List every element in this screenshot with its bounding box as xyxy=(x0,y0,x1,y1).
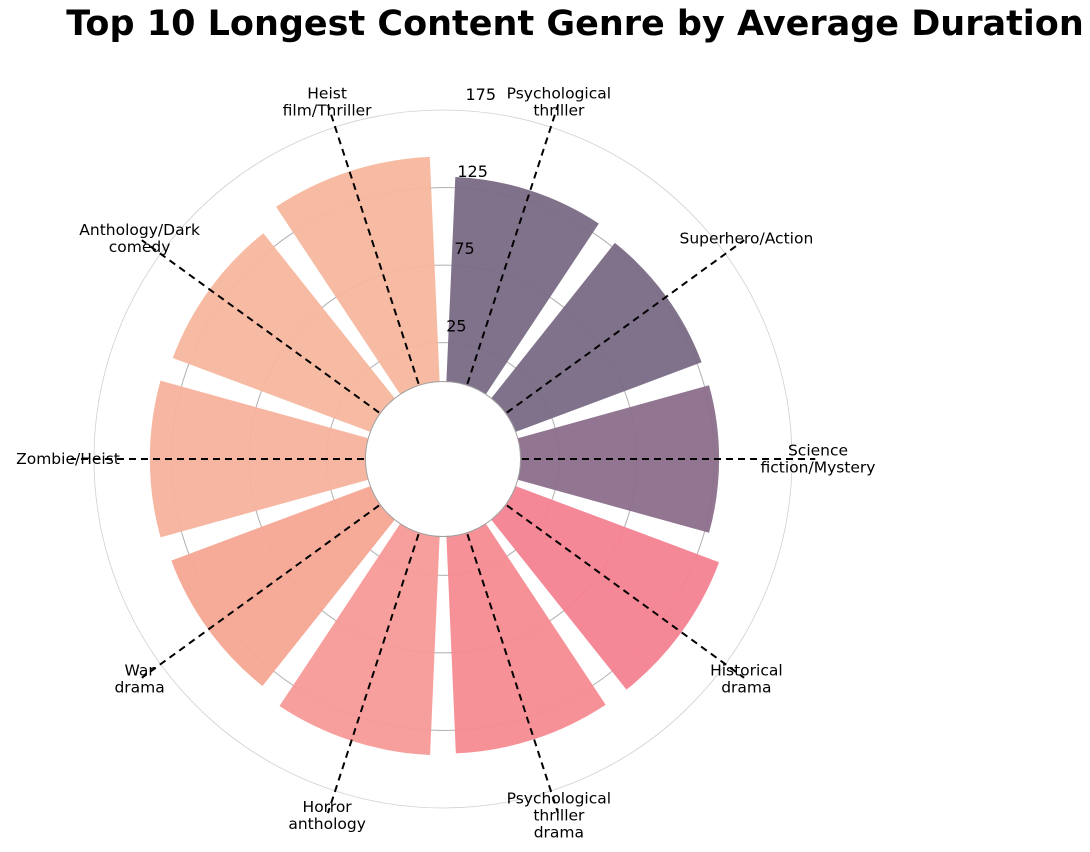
divider-line xyxy=(141,476,419,679)
category-label-line: anthology xyxy=(288,815,366,833)
category-label-line: Psychological xyxy=(507,85,611,103)
category-label-layer: Science fiction/Mystery Superhero/Action Ps… xyxy=(16,85,875,842)
category-label: Science fiction/Mystery xyxy=(761,441,876,476)
category-label: Anthology/Dark comedy xyxy=(79,221,200,256)
category-label-line: fiction/Mystery xyxy=(761,458,876,476)
bar xyxy=(149,380,369,538)
divider-line xyxy=(467,476,745,679)
divider-line xyxy=(451,104,559,430)
bar xyxy=(172,233,395,432)
divider-line xyxy=(467,239,745,442)
category-label-line: film/Thriller xyxy=(283,102,373,120)
divider-line-layer xyxy=(70,104,816,814)
divider-line xyxy=(327,104,435,430)
category-label-line: Historical xyxy=(710,662,783,680)
category-label-line: comedy xyxy=(109,238,171,256)
category-label-line: Science xyxy=(788,441,848,459)
radial-tick-layer: 25 75 125 175 xyxy=(446,85,496,335)
bar-layer xyxy=(149,156,720,755)
category-label-line: thriller xyxy=(533,102,585,120)
bar xyxy=(446,523,606,754)
category-label: Psychological thriller drama xyxy=(507,789,611,841)
category-label-line: drama xyxy=(721,679,771,697)
bar xyxy=(276,156,440,395)
category-label-line: drama xyxy=(534,823,584,841)
category-label-line: Heist xyxy=(307,85,347,103)
category-label-line: thriller xyxy=(533,806,585,824)
center-hole-layer xyxy=(364,380,522,538)
category-label-line: drama xyxy=(114,679,164,697)
divider-line xyxy=(451,488,559,814)
category-label: Superhero/Action xyxy=(679,229,813,247)
category-label-line: Psychological xyxy=(507,789,611,807)
category-label: War drama xyxy=(114,662,164,697)
category-label: Historical drama xyxy=(710,662,783,697)
category-label: Horror anthology xyxy=(288,798,366,833)
bar xyxy=(171,486,395,687)
radial-tick-label: 75 xyxy=(454,239,474,258)
category-label-line: Anthology/Dark xyxy=(79,221,200,239)
bar xyxy=(491,242,702,432)
radial-tick-label: 25 xyxy=(446,316,466,335)
divider-line xyxy=(141,239,419,442)
chart-title: Top 10 Longest Content Genre by Average … xyxy=(66,4,1084,44)
divider-line xyxy=(327,488,435,814)
category-label-line: Zombie/Heist xyxy=(16,450,120,468)
category-label-line: Horror xyxy=(303,798,353,816)
bar xyxy=(491,486,720,690)
category-label: Psychological thriller xyxy=(507,85,611,120)
category-label-line: War xyxy=(125,662,156,680)
radial-tick-label: 175 xyxy=(465,85,496,104)
center-hole xyxy=(364,380,522,538)
category-label: Zombie/Heist xyxy=(16,450,120,468)
category-label-line: Superhero/Action xyxy=(679,229,813,247)
bar xyxy=(446,176,599,395)
radial-tick-label: 125 xyxy=(457,162,488,181)
bar xyxy=(279,523,440,755)
category-label: Heist film/Thriller xyxy=(283,85,373,120)
